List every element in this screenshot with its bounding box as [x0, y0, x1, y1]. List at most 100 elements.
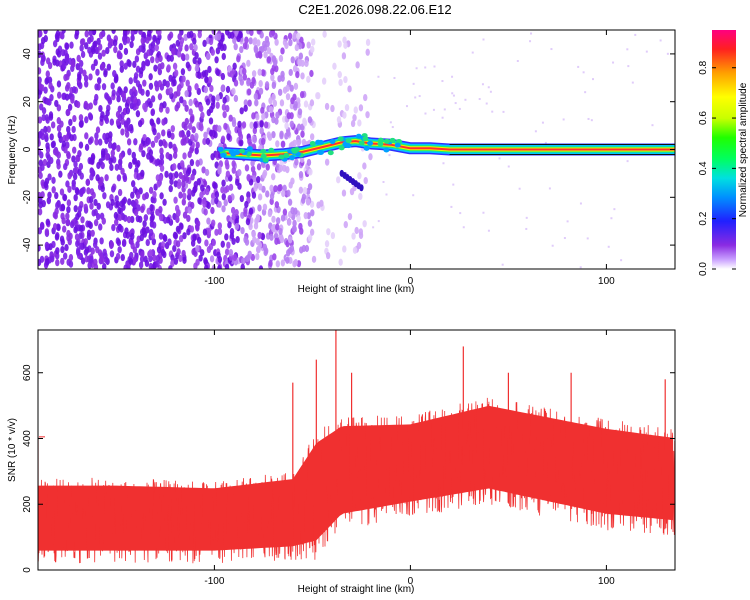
- noise-blob: [154, 84, 160, 92]
- noise-blob: [272, 253, 277, 261]
- noise-blob: [260, 45, 265, 53]
- x-tick-label: 0: [408, 276, 414, 287]
- ridge-blob: [293, 147, 300, 153]
- spectrogram-x-axis: -100 0 100: [204, 30, 615, 287]
- noise-blob: [51, 186, 56, 194]
- noise-blob: [56, 124, 62, 132]
- noise-blob: [292, 93, 297, 101]
- noise-blob: [148, 262, 154, 269]
- noise-speck: [414, 96, 417, 99]
- noise-blob: [180, 52, 185, 61]
- noise-blob: [122, 196, 128, 204]
- noise-blob: [197, 197, 202, 205]
- noise-blob: [156, 246, 162, 254]
- noise-blob: [278, 164, 284, 173]
- noise-blob: [128, 77, 133, 85]
- noise-blob: [267, 209, 273, 218]
- noise-blob: [151, 238, 157, 246]
- noise-blob: [62, 225, 67, 233]
- noise-blob: [341, 189, 347, 197]
- noise-blob: [306, 75, 311, 83]
- noise-speck: [412, 82, 415, 85]
- snr-panel: -100 0 100 0 200 400 600 Height of straight l…: [7, 329, 676, 595]
- noise-blob: [299, 91, 305, 99]
- noise-blob: [89, 255, 94, 263]
- noise-blob: [269, 192, 275, 200]
- noise-blob: [158, 174, 164, 182]
- noise-blob: [74, 233, 80, 241]
- noise-blob: [54, 191, 59, 200]
- noise-blob: [271, 173, 276, 181]
- noise-blob: [337, 40, 342, 48]
- noise-blob: [352, 246, 358, 254]
- noise-blob: [173, 69, 179, 77]
- noise-blob: [47, 191, 52, 199]
- noise-blob: [244, 200, 249, 209]
- noise-blob: [49, 133, 54, 141]
- noise-blob: [164, 170, 169, 178]
- noise-blob: [148, 249, 153, 257]
- noise-blob: [251, 112, 256, 120]
- noise-blob: [73, 226, 78, 234]
- noise-blob: [259, 127, 264, 135]
- noise-blob: [217, 167, 222, 175]
- ridge-blob: [345, 138, 352, 144]
- noise-blob: [271, 116, 276, 124]
- noise-blob: [173, 257, 179, 265]
- noise-blob: [202, 228, 208, 236]
- chart-title: C2E1.2026.098.22.06.E12: [298, 2, 451, 17]
- noise-blob: [181, 175, 186, 183]
- noise-blob: [98, 179, 103, 187]
- noise-blob: [306, 41, 311, 49]
- noise-blob: [175, 225, 181, 233]
- noise-speck: [450, 205, 453, 208]
- noise-blob: [182, 192, 187, 200]
- noise-blob: [78, 81, 83, 90]
- noise-blob: [194, 64, 200, 73]
- noise-blob: [45, 142, 50, 150]
- noise-speck: [666, 52, 669, 55]
- ridge-blob: [338, 145, 345, 151]
- noise-blob: [72, 146, 77, 154]
- snr-x-axis: -100 0 100: [204, 330, 615, 587]
- noise-blob: [288, 68, 293, 77]
- noise-blob: [292, 139, 297, 147]
- noise-blob: [104, 174, 109, 182]
- noise-blob: [224, 263, 230, 269]
- noise-blob: [110, 82, 115, 90]
- noise-blob: [275, 223, 280, 231]
- noise-blob: [38, 43, 42, 51]
- noise-blob: [210, 206, 215, 215]
- noise-blob: [173, 196, 178, 204]
- noise-blob: [168, 265, 173, 269]
- noise-blob: [286, 112, 292, 120]
- noise-blob: [91, 209, 96, 217]
- noise-blob: [268, 259, 273, 267]
- noise-blob: [182, 99, 187, 107]
- noise-blob: [113, 46, 118, 54]
- noise-blob: [316, 201, 321, 209]
- noise-blob: [181, 75, 186, 83]
- noise-blob: [186, 228, 191, 236]
- x-tick-label: -100: [204, 276, 224, 287]
- noise-blob: [61, 140, 67, 148]
- noise-blob: [121, 238, 127, 247]
- noise-blob: [220, 186, 225, 194]
- noise-blob: [107, 97, 113, 105]
- noise-blob: [71, 125, 76, 134]
- noise-blob: [301, 138, 307, 146]
- noise-blob: [280, 214, 286, 222]
- noise-blob: [234, 222, 240, 231]
- y-tick-label: 0: [22, 567, 33, 573]
- noise-blob: [217, 42, 222, 50]
- noise-blob: [163, 234, 168, 243]
- noise-blob: [90, 63, 96, 71]
- noise-blob: [87, 261, 92, 269]
- noise-blob: [262, 243, 268, 251]
- noise-blob: [66, 199, 72, 207]
- noise-blob: [239, 139, 244, 147]
- ridge-blob: [278, 154, 285, 160]
- noise-blob: [127, 198, 132, 206]
- noise-blob: [135, 241, 140, 249]
- noise-blob: [226, 241, 231, 249]
